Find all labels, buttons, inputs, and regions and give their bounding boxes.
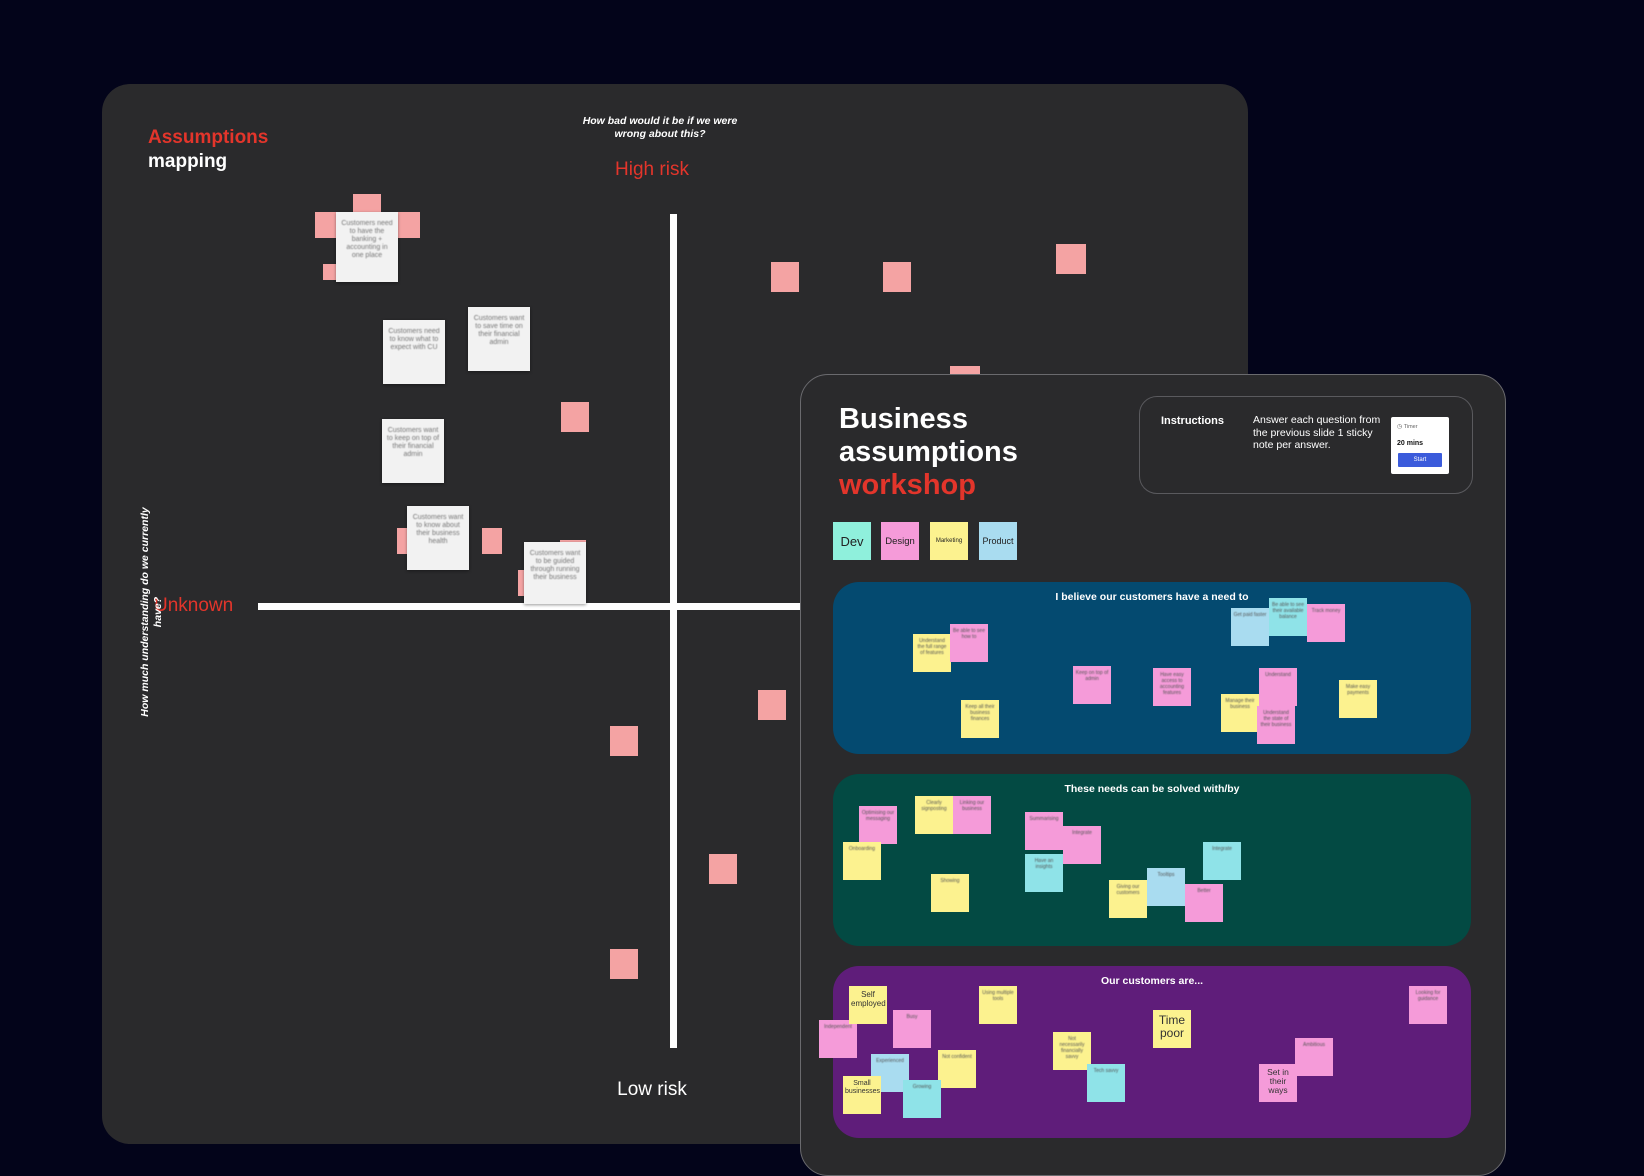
sticky-note[interactable]: Linking our business bbox=[953, 796, 991, 834]
sticky-note[interactable]: Manage their business bbox=[1221, 694, 1259, 732]
unknown-label: Unknown bbox=[154, 595, 234, 616]
sticky-note[interactable]: Customers need to have the banking + acc… bbox=[336, 212, 398, 282]
sticky-note[interactable]: Get paid faster bbox=[1231, 608, 1269, 646]
tag-marketing[interactable]: Marketing bbox=[930, 522, 968, 560]
sticky-note[interactable]: Customers want to know about their busin… bbox=[407, 506, 469, 570]
timer-widget: ◷ Timer 20 mins Start bbox=[1391, 417, 1449, 474]
top-axis-question: How bad would it be if we were wrong abo… bbox=[582, 115, 738, 140]
section-customers: Our customers are... Independent Self em… bbox=[819, 966, 1471, 1138]
vertical-axis bbox=[670, 214, 677, 1048]
sticky-note[interactable]: Independent bbox=[819, 1020, 857, 1058]
sticky-note[interactable] bbox=[709, 854, 737, 884]
section-solutions: These needs can be solved with/by Optimi… bbox=[833, 774, 1471, 946]
instructions-box: Instructions Answer each question from t… bbox=[1139, 396, 1473, 494]
sticky-note[interactable]: Not necessarily financially savvy bbox=[1053, 1032, 1091, 1070]
workshop-title-line1: Business bbox=[839, 403, 968, 435]
tag-design[interactable]: Design bbox=[881, 522, 919, 560]
sticky-note[interactable]: Customers need to know what to expect wi… bbox=[383, 320, 445, 384]
sticky-note[interactable]: Make easy payments bbox=[1339, 680, 1377, 718]
sticky-note[interactable]: Giving our customers bbox=[1109, 880, 1147, 918]
sticky-note[interactable]: Growing bbox=[903, 1080, 941, 1118]
sticky-note[interactable]: Understand the state of their business bbox=[1257, 706, 1295, 744]
sticky-note[interactable]: Ambitious bbox=[1295, 1038, 1333, 1076]
workshop-title: Business assumptions workshop bbox=[839, 403, 1018, 502]
sticky-note[interactable]: Not confident bbox=[938, 1050, 976, 1088]
sticky-note[interactable] bbox=[758, 690, 786, 720]
timer-label: ◷ Timer bbox=[1397, 424, 1418, 430]
tag-product[interactable]: Product bbox=[979, 522, 1017, 560]
horizontal-axis bbox=[258, 603, 918, 610]
workshop-title-line2: assumptions bbox=[839, 436, 1018, 468]
sticky-note[interactable]: Looking for guidance bbox=[1409, 986, 1447, 1024]
tag-dev[interactable]: Dev bbox=[833, 522, 871, 560]
sticky-note[interactable]: Summarising bbox=[1025, 812, 1063, 850]
instructions-text: Answer each question from the previous s… bbox=[1253, 414, 1381, 451]
sticky-note[interactable]: Optimising our messaging bbox=[859, 806, 897, 844]
workshop-title-accent: workshop bbox=[839, 469, 976, 501]
sticky-note[interactable]: Be able to see how to bbox=[950, 624, 988, 662]
sticky-note[interactable]: Tech savvy bbox=[1087, 1064, 1125, 1102]
section-needs: I believe our customers have a need to U… bbox=[833, 582, 1471, 754]
timer-value: 20 mins bbox=[1397, 440, 1424, 447]
sticky-note[interactable]: Keep on top of admin bbox=[1073, 666, 1111, 704]
section-title: These needs can be solved with/by bbox=[1064, 783, 1240, 795]
low-risk-label: Low risk bbox=[617, 1079, 687, 1100]
board-title-rest: mapping bbox=[148, 151, 228, 172]
sticky-note[interactable] bbox=[561, 402, 589, 432]
sticky-note[interactable] bbox=[1056, 244, 1086, 274]
board-title-accent: Assumptions bbox=[148, 127, 269, 148]
sticky-note[interactable] bbox=[771, 262, 799, 292]
sticky-note[interactable]: Keep all their business finances bbox=[961, 700, 999, 738]
side-axis-question: How much understanding do we currently h… bbox=[139, 507, 164, 717]
sticky-note[interactable]: Tooltips bbox=[1147, 868, 1185, 906]
sticky-note[interactable]: Time poor bbox=[1153, 1010, 1191, 1048]
sticky-note[interactable]: Busy bbox=[893, 1010, 931, 1048]
sticky-note[interactable]: Onboarding bbox=[843, 842, 881, 880]
sticky-note[interactable] bbox=[610, 949, 638, 979]
sticky-note[interactable] bbox=[394, 212, 420, 238]
sticky-note[interactable]: Be able to see their available balance bbox=[1269, 598, 1307, 636]
sticky-note[interactable]: Track money bbox=[1307, 604, 1345, 642]
sticky-note[interactable]: Showing bbox=[931, 874, 969, 912]
section-title: I believe our customers have a need to bbox=[1055, 591, 1249, 603]
board-title: Assumptions mapping bbox=[148, 126, 268, 174]
instructions-label: Instructions bbox=[1161, 415, 1224, 427]
sticky-note[interactable]: Set in their ways bbox=[1259, 1064, 1297, 1102]
sticky-note[interactable]: Better bbox=[1185, 884, 1223, 922]
sticky-note[interactable]: Customers want to save time on their fin… bbox=[468, 307, 530, 371]
sticky-note[interactable] bbox=[353, 194, 381, 212]
section-title: Our customers are... bbox=[1100, 975, 1204, 987]
sticky-note[interactable] bbox=[610, 726, 638, 756]
sticky-note[interactable]: Have an insights bbox=[1025, 854, 1063, 892]
sticky-note[interactable] bbox=[883, 262, 911, 292]
clock-icon: ◷ bbox=[1397, 424, 1403, 430]
sticky-note[interactable]: Small businesses bbox=[843, 1076, 881, 1114]
workshop-panel: Business assumptions workshop Instructio… bbox=[800, 374, 1506, 1176]
sticky-note[interactable] bbox=[482, 528, 502, 554]
sticky-note[interactable]: Clearly signposting bbox=[915, 796, 953, 834]
sticky-note[interactable]: Integrate bbox=[1203, 842, 1241, 880]
sticky-note[interactable]: Integrate bbox=[1063, 826, 1101, 864]
sticky-note[interactable]: Customers want to keep on top of their f… bbox=[382, 419, 444, 483]
timer-start-button[interactable]: Start bbox=[1398, 453, 1442, 467]
sticky-note[interactable]: Using multiple tools bbox=[979, 986, 1017, 1024]
sticky-note[interactable]: Understand the full range of features bbox=[913, 634, 951, 672]
sticky-note[interactable]: Self employed bbox=[849, 986, 887, 1024]
sticky-note[interactable]: Customers want to be guided through runn… bbox=[524, 542, 586, 604]
high-risk-label: High risk bbox=[615, 159, 689, 180]
sticky-note[interactable]: Understand bbox=[1259, 668, 1297, 706]
sticky-note[interactable]: Have easy access to accounting features bbox=[1153, 668, 1191, 706]
